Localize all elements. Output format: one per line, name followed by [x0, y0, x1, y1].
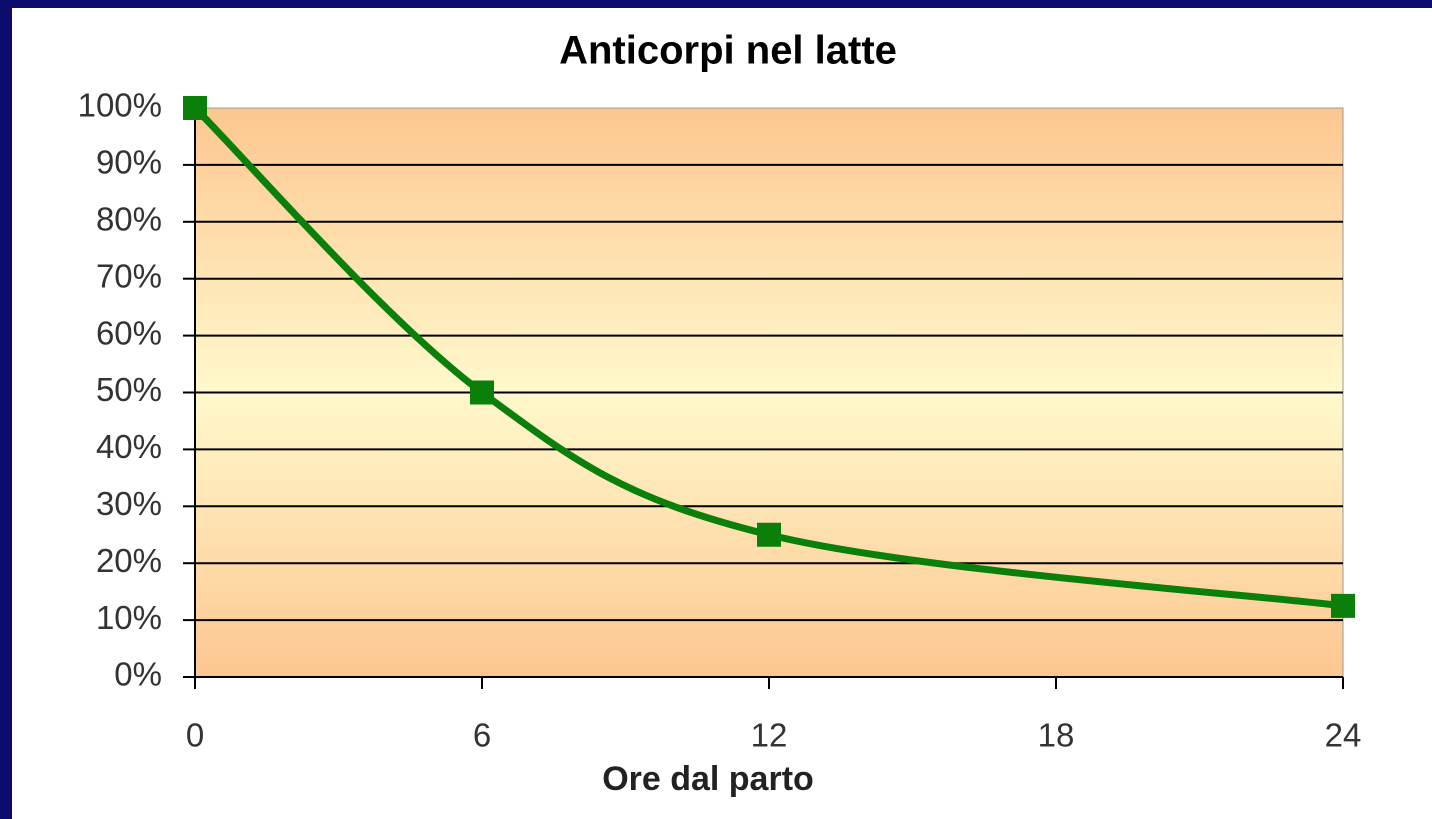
y-tick-label: 80% [96, 201, 162, 238]
y-tick-label: 10% [96, 599, 162, 636]
line [192, 105, 1344, 610]
chart-title: Anticorpi nel latte [559, 29, 897, 73]
y-tick-label: 0% [114, 656, 162, 693]
x-tick-label: 0 [186, 717, 204, 754]
x-axis-label: Ore dal parto [602, 760, 814, 798]
x-tick-label: 6 [473, 717, 491, 754]
y-tick-label: 20% [96, 542, 162, 579]
y-tick-label: 60% [96, 314, 162, 351]
marker [470, 380, 494, 405]
x-tick-label: 18 [1038, 717, 1075, 754]
y-tick-label: 40% [96, 428, 162, 465]
y-tick-label: 70% [96, 257, 162, 294]
marker [1331, 593, 1355, 618]
y-tick-label: 90% [96, 144, 162, 181]
y-tick-label: 100% [78, 87, 162, 124]
x-tick-label: 24 [1325, 717, 1362, 754]
x-tick-label: 12 [751, 717, 788, 754]
y-tick-label: 30% [96, 485, 162, 522]
marker [757, 522, 781, 547]
y-tick-label: 50% [96, 371, 162, 408]
marker [183, 96, 207, 120]
